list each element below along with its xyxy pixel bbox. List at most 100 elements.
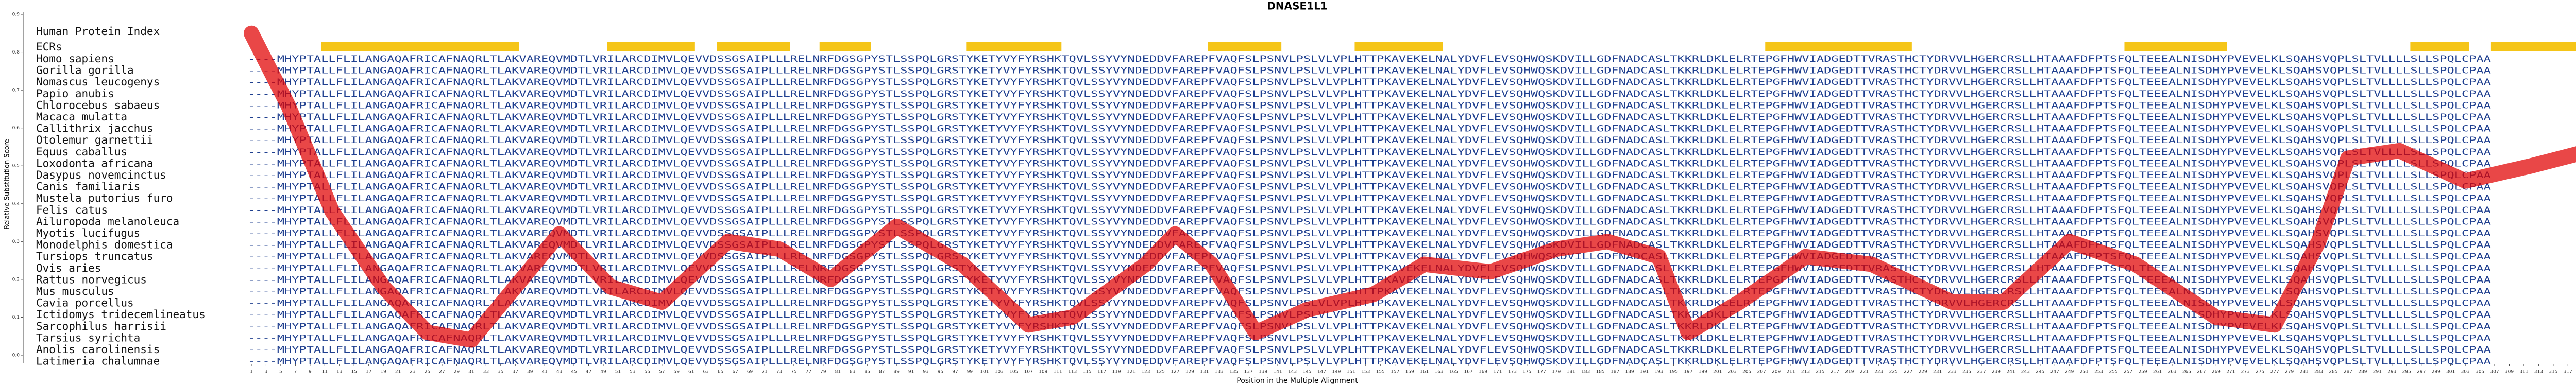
sequence: ----MHYPTALLFLILANGAQAFRICAFNAQRLTLAKVAR… — [248, 124, 2491, 134]
sequence: ----MHYPTALLFLILANGAQAFRICAFNAQRLTLAKVAR… — [248, 345, 2491, 355]
x-tick-label: 179 — [1552, 370, 1561, 375]
sequence: ----MHYPTALLFLILANGAQAFRICAFNAQRLTLAKVAR… — [248, 240, 2491, 251]
x-tick-label: 171 — [1493, 370, 1502, 375]
x-tick-label: 247 — [2050, 370, 2059, 375]
x-tick-label: 201 — [1713, 370, 1722, 375]
x-tick-label: 185 — [1596, 370, 1605, 375]
x-tick-label: 269 — [2212, 370, 2221, 375]
x-tick-label: 45 — [571, 370, 577, 375]
species-name: Tarsius syrichta — [36, 331, 140, 344]
x-tick-label: 251 — [2080, 370, 2089, 375]
x-tick-label: 79 — [820, 370, 826, 375]
x-tick-label: 187 — [1611, 370, 1619, 375]
x-tick-label: 51 — [615, 370, 621, 375]
x-tick-label: 307 — [2490, 370, 2499, 375]
x-tick-label: 213 — [1801, 370, 1810, 375]
sequence: ----MHYPTALLFLILANGAQAFRICAFNAQRLTLAKVAR… — [248, 54, 2491, 64]
x-tick-label: 271 — [2226, 370, 2235, 375]
x-tick-label: 211 — [1786, 370, 1795, 375]
x-tick-label: 1 — [250, 370, 253, 375]
x-tick-label: 57 — [659, 370, 665, 375]
sequence: ----MHYPTALLFLILANGAQAFRICAFNAQRLTLAKVAR… — [248, 229, 2491, 239]
sequence: ----MHYPTALLFLILANGAQAFRICAFNAQRLTLAKVAR… — [248, 333, 2491, 343]
ecr-box — [1208, 42, 1282, 51]
x-tick-label: 273 — [2241, 370, 2250, 375]
x-tick-label: 35 — [498, 370, 503, 375]
x-tick-label: 267 — [2197, 370, 2206, 375]
species-name: Gorilla gorilla — [36, 64, 134, 77]
species-name: Sarcophilus harrisii — [36, 320, 166, 332]
x-tick-label: 215 — [1816, 370, 1824, 375]
x-tick-label: 111 — [1054, 370, 1062, 375]
x-tick-label: 189 — [1625, 370, 1634, 375]
x-tick-label: 223 — [1874, 370, 1883, 375]
x-tick-label: 239 — [1992, 370, 2001, 375]
sequence: ----MHYPTALLFLILANGAQAFRICAFNAQRLTLAKVAR… — [248, 275, 2491, 285]
x-tick-label: 311 — [2519, 370, 2528, 375]
x-tick-label: 301 — [2446, 370, 2455, 375]
score-line — [244, 25, 2576, 348]
x-tick-label: 257 — [2124, 370, 2132, 375]
sequence: ----MHYPTALLFLILANGAQAFRICAFNAQRLTLAKVAR… — [248, 147, 2491, 157]
index-label: Human Protein Index — [36, 25, 160, 38]
x-tick-label: 17 — [366, 370, 371, 375]
sequence: ----MHYPTALLFLILANGAQAFRICAFNAQRLTLAKVAR… — [248, 66, 2491, 76]
x-tick-label: 13 — [336, 370, 342, 375]
x-tick-label: 103 — [995, 370, 1004, 375]
x-tick-label: 159 — [1405, 370, 1414, 375]
ecr-label: ECRs — [36, 41, 62, 53]
sequence: ----MHYPTALLFLILANGAQAFRICAFNAQRLTLAKVAR… — [248, 217, 2491, 227]
x-tick-label: 291 — [2373, 370, 2382, 375]
sequence: ----MHYPTALLFLILANGAQAFRICAFNAQRLTLAKVAR… — [248, 205, 2491, 216]
chart-title: DNASE1L1 — [1267, 0, 1327, 12]
x-tick-label: 75 — [791, 370, 796, 375]
species-name: Ailuropoda melanoleuca — [36, 215, 179, 227]
x-tick-label: 149 — [1332, 370, 1341, 375]
sequence: ----MHYPTALLFLILANGAQAFRICAFNAQRLTLAKVAR… — [248, 159, 2491, 169]
x-tick-label: 47 — [586, 370, 591, 375]
species-name: Latimeria chalumnae — [36, 355, 160, 367]
species-name: Homo sapiens — [36, 52, 114, 65]
x-tick-label: 221 — [1860, 370, 1869, 375]
x-tick-label: 289 — [2358, 370, 2367, 375]
x-tick-label: 147 — [1317, 370, 1326, 375]
x-tick-label: 85 — [864, 370, 870, 375]
x-tick-label: 231 — [1933, 370, 1942, 375]
x-tick-label: 233 — [1947, 370, 1956, 375]
x-tick-label: 71 — [761, 370, 767, 375]
x-tick-label: 143 — [1288, 370, 1297, 375]
sequence: ----MHYPTALLFLILANGAQAFRICAFNAQRLTLAKVAR… — [248, 322, 2491, 332]
x-tick-label: 177 — [1537, 370, 1546, 375]
x-tick-label: 175 — [1522, 370, 1531, 375]
x-tick-label: 21 — [395, 370, 401, 375]
x-tick-label: 207 — [1757, 370, 1766, 375]
x-tick-label: 65 — [718, 370, 723, 375]
x-tick-label: 127 — [1171, 370, 1179, 375]
y-tick-label: 0.5 — [12, 164, 20, 169]
x-tick-label: 197 — [1684, 370, 1692, 375]
x-tick-label: 157 — [1391, 370, 1399, 375]
x-tick-label: 113 — [1068, 370, 1077, 375]
x-tick-label: 237 — [1977, 370, 1986, 375]
x-tick-label: 83 — [850, 370, 855, 375]
x-tick-label: 173 — [1508, 370, 1517, 375]
species-name: Ictidomys tridecemlineatus — [36, 308, 206, 321]
x-tick-label: 101 — [980, 370, 989, 375]
x-tick-label: 135 — [1229, 370, 1238, 375]
species-name: Anolis carolinensis — [36, 343, 160, 356]
x-tick-label: 229 — [1919, 370, 1927, 375]
x-tick-label: 123 — [1141, 370, 1150, 375]
x-tick-label: 73 — [776, 370, 782, 375]
ecr-box — [819, 42, 871, 51]
y-tick-label: 0.7 — [12, 88, 20, 93]
x-tick-label: 53 — [630, 370, 635, 375]
x-tick-label: 39 — [527, 370, 533, 375]
x-tick-label: 205 — [1742, 370, 1751, 375]
x-tick-label: 33 — [483, 370, 489, 375]
x-tick-label: 225 — [1889, 370, 1898, 375]
x-tick-label: 63 — [703, 370, 708, 375]
x-tick-label: 285 — [2329, 370, 2337, 375]
x-tick-label: 279 — [2285, 370, 2294, 375]
x-tick-label: 277 — [2270, 370, 2279, 375]
x-tick-label: 3 — [265, 370, 268, 375]
